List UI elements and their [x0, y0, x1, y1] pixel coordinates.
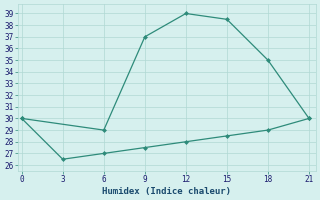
X-axis label: Humidex (Indice chaleur): Humidex (Indice chaleur) [102, 187, 231, 196]
